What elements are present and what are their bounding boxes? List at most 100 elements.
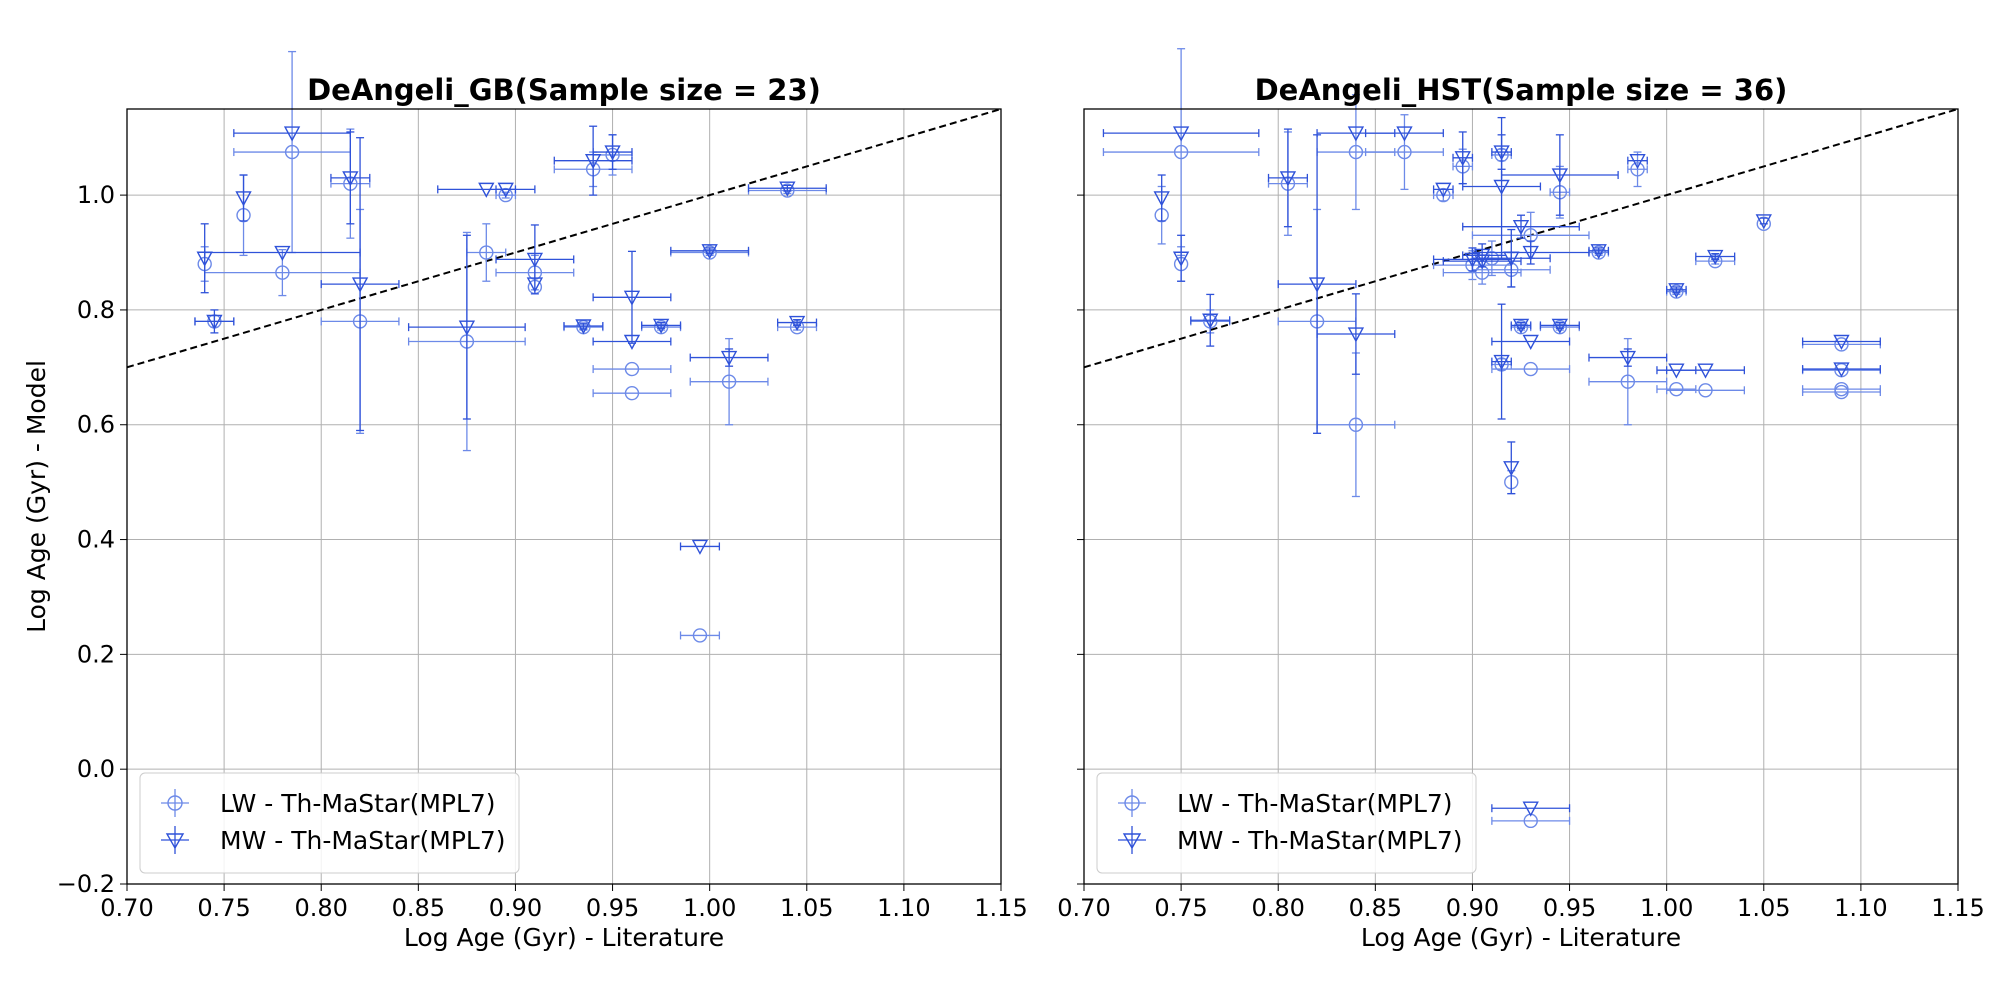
triangle-marker — [1522, 245, 1539, 261]
x-tick-label: 0.70 — [100, 894, 153, 922]
y-tick-label: 1.0 — [77, 181, 115, 209]
x-tick-label: 0.70 — [1057, 894, 1110, 922]
data-point-triangle — [1190, 293, 1231, 347]
data-point-circle — [1801, 381, 1881, 397]
data-point-triangle — [407, 234, 526, 420]
triangle-marker — [652, 318, 670, 334]
circle-marker — [275, 265, 290, 280]
y-tick-label: 0.8 — [77, 296, 115, 324]
x-tick-label: 0.75 — [197, 894, 250, 922]
data-point-circle — [1491, 361, 1571, 377]
chart-title: DeAngeli_HST(Sample size = 36) — [1255, 73, 1788, 107]
triangle-marker — [1629, 153, 1646, 170]
triangle-marker — [1512, 219, 1530, 236]
data-point-triangle — [776, 315, 818, 332]
triangle-marker — [1619, 350, 1636, 367]
legend: LW - Th-MaStar(MPL7) MW - Th-MaStar(MPL7) — [1096, 772, 1477, 874]
triangle-marker — [1833, 334, 1850, 350]
circle-marker — [1436, 187, 1451, 203]
data-point-circle — [1801, 384, 1881, 400]
data-point-triangle — [320, 137, 400, 432]
triangle-marker — [1512, 318, 1530, 334]
circle-marker — [780, 183, 795, 198]
data-point-triangle — [563, 319, 604, 335]
legend-entry: MW - Th-MaStar(MPL7) — [1118, 826, 1463, 855]
data-point-triangle — [495, 182, 517, 198]
data-point-circle — [1756, 216, 1771, 232]
x-tick-label: 0.90 — [489, 894, 542, 922]
triangle-marker — [1503, 461, 1520, 477]
x-tick-label: 0.75 — [1154, 894, 1207, 922]
triangle-marker — [1202, 313, 1219, 329]
x-tick-label: 1.10 — [877, 894, 930, 922]
triangle-marker — [1308, 277, 1326, 293]
data-point-triangle — [1503, 441, 1520, 495]
triangle-marker — [701, 244, 718, 260]
x-tick-label: 0.85 — [392, 894, 445, 922]
triangle-marker — [779, 181, 796, 197]
x-tick-label: 1.15 — [974, 894, 1027, 922]
y-tick-label: 0.6 — [77, 411, 115, 439]
x-tick-label: 1.10 — [1834, 894, 1887, 922]
data-point-triangle — [1102, 126, 1260, 142]
x-tick-label: 0.80 — [1252, 894, 1305, 922]
legend-label: LW - Th-MaStar(MPL7) — [220, 789, 496, 818]
legend: LW - Th-MaStar(MPL7) MW - Th-MaStar(MPL7) — [139, 772, 520, 874]
y-axis-label: Log Age (Gyr) - Model — [22, 360, 51, 633]
data-point-triangle — [330, 131, 371, 225]
chart-panel-left: 0.70 0.75 0.80 0.85 0.90 0.95 1.00 1.05 1.10 1.15… — [22, 50, 1028, 952]
circle-marker — [498, 187, 513, 203]
data-point-triangle — [495, 224, 575, 295]
x-tick-label: 1.05 — [1737, 894, 1790, 922]
circle-marker — [721, 374, 737, 389]
triangle-marker — [351, 277, 369, 293]
data-point-triangle — [1267, 128, 1309, 228]
circle-marker — [1348, 144, 1364, 160]
circle-marker — [1348, 417, 1364, 432]
data-point-circle — [1627, 151, 1648, 188]
x-tick-label: 1.00 — [1640, 894, 1693, 922]
triangle-marker — [1551, 318, 1569, 334]
data-point-triangle — [641, 318, 682, 334]
legend-triangle-icon — [165, 833, 185, 850]
circle-marker — [1669, 381, 1684, 397]
triangle-marker — [1707, 249, 1724, 266]
data-point-circle — [1364, 114, 1444, 191]
data-point-triangle — [1588, 348, 1668, 367]
data-point-triangle — [1666, 283, 1687, 299]
triangle-marker — [623, 334, 641, 350]
data-point-triangle — [679, 539, 721, 555]
legend-label: LW - Th-MaStar(MPL7) — [1177, 789, 1453, 818]
data-point-circle — [1316, 352, 1396, 498]
triangle-marker — [1435, 182, 1452, 198]
data-point-triangle — [1491, 801, 1571, 817]
x-axis-label: Log Age (Gyr) - Literature — [1361, 923, 1681, 952]
data-point-triangle — [670, 244, 750, 260]
triangle-marker — [1396, 126, 1413, 142]
triangle-marker — [720, 350, 738, 367]
triangle-marker — [1668, 283, 1685, 299]
series-mw — [194, 125, 827, 555]
data-point-triangle — [1627, 153, 1648, 170]
legend-box — [139, 772, 520, 874]
circle-marker — [1756, 216, 1771, 232]
circle-marker — [284, 144, 300, 160]
circle-marker — [1523, 361, 1538, 377]
data-point-circle — [592, 385, 672, 401]
data-point-triangle — [1666, 363, 1746, 379]
y-tick-label: 0.4 — [77, 526, 115, 554]
triangle-marker — [526, 277, 544, 293]
triangle-marker — [623, 290, 641, 306]
data-point-circle — [679, 628, 721, 643]
data-point-triangle — [194, 309, 235, 334]
chart-panel-right: 0.70 0.75 0.80 0.85 0.90 0.95 1.00 1.05 1.10 1.15… — [1057, 48, 1985, 952]
data-point-triangle — [196, 223, 213, 294]
triangle-marker — [206, 314, 223, 330]
triangle-marker — [1755, 214, 1772, 230]
triangle-marker — [691, 539, 709, 555]
triangle-marker — [274, 245, 291, 261]
x-tick-label: 0.80 — [295, 894, 348, 922]
data-point-triangle — [592, 334, 672, 350]
data-point-triangle — [1695, 249, 1736, 266]
y-tick-label: 0.2 — [77, 640, 115, 668]
